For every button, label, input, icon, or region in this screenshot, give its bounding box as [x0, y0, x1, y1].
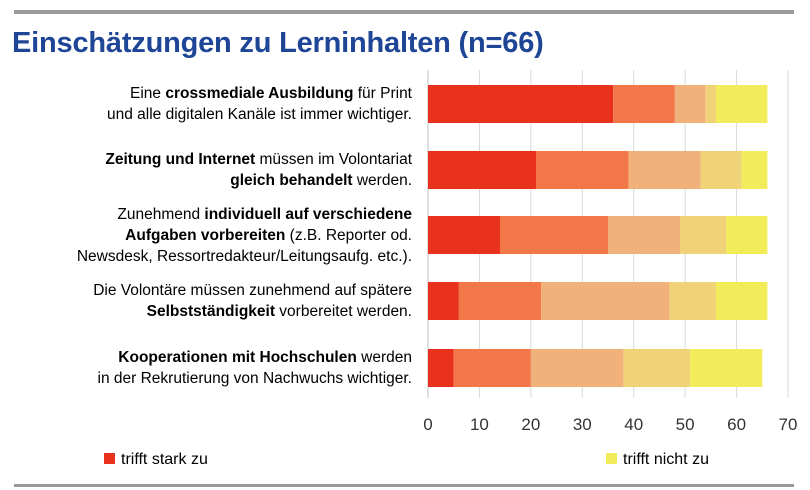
category-label-part: Eine [130, 85, 166, 102]
bar-segment-c4-s0 [428, 349, 454, 387]
x-tick-label-1: 10 [470, 415, 489, 434]
bar-segment-c4-s3 [623, 349, 691, 387]
category-label-part: Newsdesk, Ressortredakteur/Leitungsaufg.… [76, 247, 412, 265]
category-label-part: und alle digitalen Kanäle ist immer wich… [107, 106, 412, 123]
bar-segment-c1-s0 [428, 151, 536, 189]
category-label-2: Zunehmend individuell auf verschiedene Au… [32, 204, 412, 267]
category-label-part: gleich behandelt [230, 172, 353, 189]
bar-segment-c1-s3 [700, 151, 742, 189]
bar-segment-c2-s2 [608, 216, 680, 254]
category-label-part: in der Rekrutierung von Nachwuchs wichti… [97, 370, 412, 387]
bar-segment-c3-s1 [458, 282, 542, 320]
bar-segment-c3-s2 [541, 282, 670, 320]
category-label-part: Aufgaben vorbereiten [125, 226, 286, 244]
x-tick-label-3: 30 [573, 415, 592, 434]
bar-segment-c2-s1 [500, 216, 608, 254]
x-tick-label-6: 60 [727, 415, 746, 434]
bottom-rule [14, 484, 794, 487]
category-label-part: Selbstständigkeit [146, 303, 275, 320]
bar-segment-c4-s2 [530, 349, 624, 387]
legend-label-0: trifft stark zu [121, 451, 208, 468]
category-label-part: müssen im Volontariat [255, 151, 413, 168]
bar-segment-c0-s1 [613, 85, 675, 123]
category-label-part: crossmediale Ausbildung [165, 85, 354, 102]
category-label-part: Kooperationen mit Hochschulen [118, 349, 357, 366]
category-label-4: Kooperationen mit Hochschulen werden in d… [32, 347, 412, 389]
bar-segment-c1-s2 [628, 151, 701, 189]
legend-item-0: trifft stark zu [104, 451, 208, 469]
bar-segment-c0-s2 [674, 85, 706, 123]
category-label-part: (z.B. Reporter od. [285, 226, 412, 244]
bar-segment-c3-s0 [428, 282, 459, 320]
bar-segment-c0-s0 [428, 85, 614, 123]
category-label-3: Die Volontäre müssen zunehmend auf späte… [32, 280, 412, 322]
category-label-part: für Print [353, 85, 412, 102]
bar-segment-c0-s3 [705, 85, 716, 123]
x-tick-label-7: 70 [779, 415, 798, 434]
bar-segment-c1-s1 [536, 151, 629, 189]
category-label-part: werden [356, 349, 412, 366]
bar-segment-c2-s0 [428, 216, 500, 254]
bar-segment-c4-s1 [453, 349, 531, 387]
category-label-part: Zeitung und Internet [105, 151, 256, 168]
category-label-0: Eine crossmediale Ausbildung für Print un… [32, 83, 412, 125]
category-label-part: werden. [352, 172, 412, 189]
bar-segment-c3-s3 [669, 282, 716, 320]
x-tick-label-5: 50 [676, 415, 695, 434]
bar-segment-c4-s4 [690, 349, 763, 387]
bar-segment-c3-s4 [716, 282, 768, 320]
x-tick-label-4: 40 [624, 415, 643, 434]
legend-swatch-0 [104, 453, 115, 464]
category-label-part: Zunehmend [117, 205, 205, 223]
category-label-part: Die Volontäre müssen zunehmend auf späte… [93, 282, 412, 299]
x-tick-label-2: 20 [521, 415, 540, 434]
bar-segment-c2-s3 [680, 216, 727, 254]
category-label-1: Zeitung und Internet müssen im Volontari… [32, 149, 412, 191]
top-rule [14, 10, 794, 14]
legend-swatch-4 [606, 453, 617, 464]
page-title: Einschätzungen zu Lerninhalten (n=66) [12, 27, 544, 59]
bar-segment-c0-s4 [716, 85, 768, 123]
bar-segment-c2-s4 [726, 216, 768, 254]
bar-segment-c1-s4 [741, 151, 768, 189]
legend-label-4: trifft nicht zu [623, 451, 709, 468]
x-tick-label-0: 0 [423, 415, 432, 434]
legend-item-4: trifft nicht zu [606, 451, 709, 469]
category-label-part: vorbereitet werden. [275, 303, 412, 320]
category-label-part: individuell auf verschiedene [204, 205, 412, 223]
